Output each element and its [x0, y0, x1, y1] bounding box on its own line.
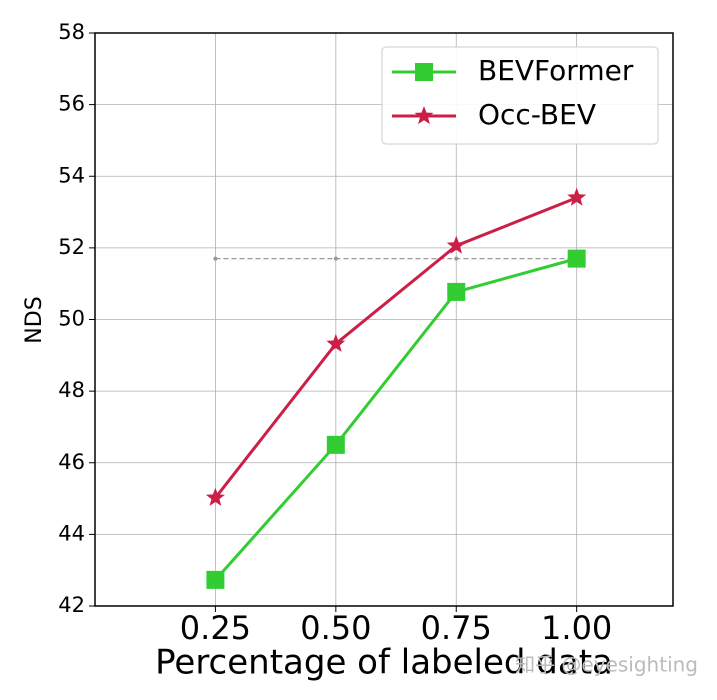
series-line	[214, 257, 578, 581]
y-axis-label: NDS	[22, 296, 47, 343]
y-tick-label: 44	[58, 521, 85, 545]
watermark: 知乎 @eyesighting	[515, 653, 698, 677]
legend-label: Occ-BEV	[478, 98, 596, 131]
marker	[447, 282, 466, 301]
series-line	[214, 196, 578, 499]
reference-dot	[213, 256, 218, 261]
x-tick-label: 0.75	[421, 609, 492, 647]
reference-dot	[454, 256, 459, 261]
marker	[326, 333, 346, 352]
y-tick-label: 52	[58, 235, 85, 259]
legend-marker	[415, 63, 433, 81]
marker	[326, 435, 345, 454]
marker	[567, 187, 587, 206]
y-tick-label: 54	[58, 163, 85, 187]
y-tick-label: 48	[58, 378, 85, 402]
marker	[205, 487, 225, 506]
x-tick-label: 1.00	[541, 609, 612, 647]
legend-marker	[414, 106, 434, 125]
y-tick-label: 58	[58, 20, 85, 44]
reference-dot	[333, 256, 338, 261]
legend: BEVFormer Occ-BEV	[381, 46, 659, 145]
marker	[206, 570, 225, 589]
y-tick-label: 46	[58, 450, 85, 474]
x-tick-label: 0.25	[180, 609, 251, 647]
x-axis-label: Percentage of labeled data	[155, 643, 613, 683]
marker	[446, 235, 466, 254]
y-tick-label: 42	[58, 593, 85, 617]
plot-frame	[94, 32, 674, 607]
marker	[567, 249, 586, 268]
y-tick-label: 56	[58, 92, 85, 116]
y-tick-label: 50	[58, 307, 85, 331]
legend-label: BEVFormer	[478, 54, 634, 87]
x-tick-label: 0.50	[300, 609, 371, 647]
